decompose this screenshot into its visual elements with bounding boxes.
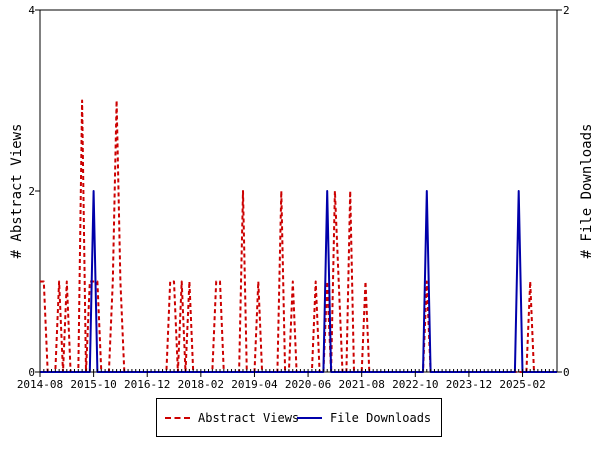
y-right-tick-label: 0 [563, 366, 570, 379]
x-tick-label: 2022-10 [392, 378, 438, 391]
x-tick-label: 2019-04 [231, 378, 278, 391]
x-tick-label: 2021-08 [339, 378, 385, 391]
legend-swatch-file-downloads [297, 417, 322, 419]
x-tick-label: 2014-08 [17, 378, 63, 391]
y-axis-left-title: # Abstract Views [9, 124, 25, 259]
legend-label-abstract-views: Abstract Views [198, 411, 300, 425]
x-tick-label: 2015-10 [70, 378, 116, 391]
x-tick-label: 2018-02 [178, 378, 224, 391]
x-tick-label: 2023-12 [446, 378, 492, 391]
x-tick-label: 2020-06 [285, 378, 331, 391]
legend-swatch-abstract-views [165, 417, 190, 419]
x-tick-label: 2016-12 [124, 378, 170, 391]
y-axis-right: 02 [557, 4, 570, 379]
legend: Abstract Views File Downloads [156, 398, 442, 437]
series-line-abstract-views [40, 99, 557, 373]
y-axis-right-title: # File Downloads [579, 124, 595, 259]
y-left-tick-label: 2 [28, 185, 35, 198]
plot-area [39, 9, 558, 373]
legend-label-file-downloads: File Downloads [330, 411, 432, 425]
x-axis: 2014-08 2015-10 2016-12 2018-02 2019-04 2020-… [17, 369, 558, 391]
y-axis-left: 0 2 4 [28, 4, 40, 379]
y-right-tick-label: 2 [563, 4, 570, 17]
y-left-tick-label: 0 [28, 366, 35, 379]
x-tick-label: 2025-02 [499, 378, 545, 391]
y-left-tick-label: 4 [28, 4, 35, 17]
